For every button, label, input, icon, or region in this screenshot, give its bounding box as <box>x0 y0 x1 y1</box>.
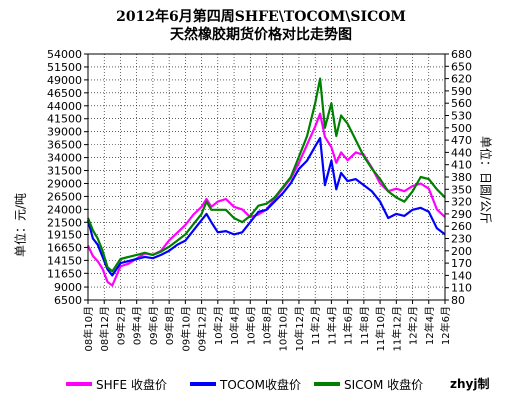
y-tick-label-left: 19150 <box>47 228 82 241</box>
x-tick-label: 11年10月 <box>374 306 387 351</box>
x-tick-label: 11年12月 <box>390 306 403 351</box>
y-tick-label-right: 410 <box>451 159 472 172</box>
legend-label-shfe: SHFE 收盘价 <box>96 377 167 392</box>
y-tick-label-left: 16650 <box>47 241 82 254</box>
legend-label-sicom: SICOM 收盘价 <box>344 377 424 392</box>
y-tick-label-left: 6500 <box>54 294 82 307</box>
y-tick-label-right: 80 <box>451 294 465 307</box>
chart-subtitle: 天然橡胶期货价格对比走势图 <box>170 27 352 43</box>
y-tick-label-right: 320 <box>451 196 472 209</box>
legend-swatch-tocom <box>190 382 216 386</box>
x-tick-label: 09年6月 <box>147 306 160 345</box>
x-tick-label: 09年12月 <box>196 306 209 351</box>
x-tick-label: 09年10月 <box>179 306 192 351</box>
y-tick-label-left: 29000 <box>47 177 82 190</box>
legend-item-shfe: SHFE 收盘价 <box>66 376 167 392</box>
y-tick-label-left: 44000 <box>47 100 82 113</box>
y-tick-label-right: 200 <box>451 245 472 258</box>
y-tick-label-left: 36500 <box>47 139 82 152</box>
y-tick-label-left: 11650 <box>47 267 82 280</box>
y-tick-label-right: 170 <box>451 257 472 270</box>
y-tick-label-right: 500 <box>451 122 472 135</box>
legend-label-tocom: TOCOM收盘价 <box>220 377 301 392</box>
y-tick-label-right: 590 <box>451 85 472 98</box>
y-tick-label-right: 650 <box>451 60 472 73</box>
y-tick-label-right: 140 <box>451 269 472 282</box>
y-tick-label-right: 110 <box>451 282 472 295</box>
y-tick-label-left: 34000 <box>47 152 82 165</box>
x-tick-label: 12年2月 <box>407 306 420 345</box>
y-tick-label-right: 440 <box>451 146 472 159</box>
y-tick-label-left: 21500 <box>47 216 82 229</box>
y-tick-label-right: 680 <box>451 48 472 61</box>
y-tick-label-left: 51500 <box>47 61 82 74</box>
y-tick-label-right: 380 <box>451 171 472 184</box>
y-tick-label-right: 470 <box>451 134 472 147</box>
x-tick-label: 10年4月 <box>228 306 241 345</box>
series-line-sicom <box>86 77 446 273</box>
x-tick-label: 08年10月 <box>82 306 95 351</box>
y-tick-label-right: 230 <box>451 233 472 246</box>
y-tick-label-left: 9000 <box>54 281 82 294</box>
y-axis-label-right: 单位：日圆/公斤 <box>478 135 493 225</box>
y-tick-label-left: 41500 <box>47 113 82 126</box>
x-tick-label: 09年4月 <box>131 306 144 345</box>
x-tick-label: 12年4月 <box>423 306 436 345</box>
x-tick-label: 10年6月 <box>244 306 257 345</box>
x-tick-label: 11年4月 <box>325 306 338 345</box>
chart-title: 2012年6月第四周SHFE\TOCOM\SICOM <box>116 9 406 25</box>
y-tick-label-left: 39000 <box>47 126 82 139</box>
y-axis-label-left: 单位：元/吨 <box>13 192 28 258</box>
y-tick-label-right: 260 <box>451 220 472 233</box>
y-tick-label-right: 620 <box>451 73 472 86</box>
x-tick-label: 10年8月 <box>261 306 274 345</box>
legend-swatch-shfe <box>66 382 92 386</box>
y-tick-label-left: 14150 <box>47 254 82 267</box>
x-tick-label: 10年10月 <box>277 306 290 351</box>
x-tick-label: 10年2月 <box>212 306 225 345</box>
y-tick-label-left: 31500 <box>47 165 82 178</box>
y-tick-label-right: 530 <box>451 110 472 123</box>
watermark-text: zhyj制 <box>450 377 490 391</box>
x-tick-label: 11年8月 <box>358 306 371 345</box>
y-tick-label-left: 54000 <box>47 48 82 61</box>
legend-swatch-sicom <box>314 382 340 386</box>
y-tick-label-left: 26500 <box>47 190 82 203</box>
y-tick-label-right: 560 <box>451 97 472 110</box>
legend-item-sicom: SICOM 收盘价 <box>314 376 423 392</box>
y-tick-label-right: 290 <box>451 208 472 221</box>
x-tick-label: 08年12月 <box>98 306 111 351</box>
x-tick-label: 11年6月 <box>342 306 355 345</box>
x-tick-label: 11年2月 <box>309 306 322 345</box>
y-tick-label-left: 49000 <box>47 74 82 87</box>
legend-item-tocom: TOCOM收盘价 <box>190 376 301 392</box>
plot-frame <box>87 53 446 301</box>
y-tick-label-left: 46500 <box>47 87 82 100</box>
y-tick-label-right: 350 <box>451 183 472 196</box>
y-tick-label-left: 24000 <box>47 203 82 216</box>
x-tick-label: 10年12月 <box>293 306 306 351</box>
x-tick-label: 12年6月 <box>439 306 452 345</box>
x-tick-label: 09年2月 <box>114 306 127 345</box>
series-line-tocom <box>86 137 446 277</box>
x-tick-label: 09年8月 <box>163 306 176 345</box>
